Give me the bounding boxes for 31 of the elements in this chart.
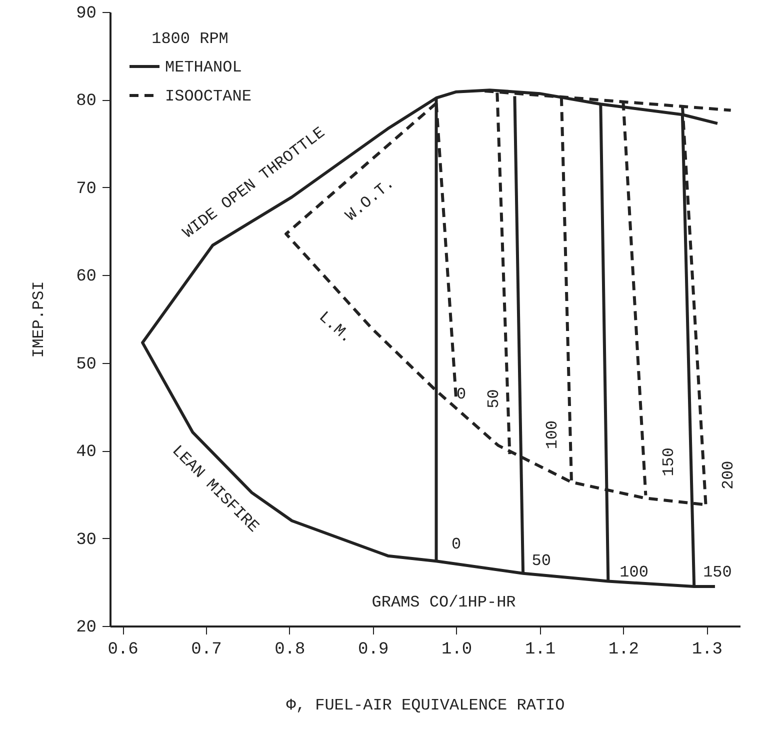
- y-tick-label: 90: [76, 4, 96, 24]
- x-tick-label: 1.2: [608, 640, 639, 660]
- legend-label: ISOOCTANE: [165, 88, 252, 106]
- x-tick-label: 0.6: [108, 640, 138, 660]
- annotation: 200: [719, 460, 738, 490]
- x-tick-label: 0.7: [191, 640, 222, 660]
- annotation: 150: [703, 564, 732, 582]
- annotation: 50: [485, 389, 504, 408]
- annotation: 150: [660, 448, 678, 476]
- x-tick-label: 1.0: [441, 640, 472, 660]
- annotation: 100: [543, 420, 562, 450]
- annotation: 0: [451, 536, 462, 554]
- x-tick-label: 0.9: [358, 640, 389, 660]
- y-tick-label: 70: [76, 180, 96, 199]
- annotation: 0: [456, 386, 466, 404]
- x-tick-label: 0.8: [274, 640, 306, 660]
- legend-title: 1800 RPM: [152, 30, 228, 48]
- x-tick-label: 1.1: [524, 640, 556, 660]
- annotation: 50: [532, 552, 552, 570]
- y-axis-title: IMEP.PSI: [30, 281, 48, 358]
- x-tick-label: 1.3: [692, 640, 722, 660]
- y-tick-label: 50: [76, 355, 96, 374]
- x-axis-title: Φ, FUEL-AIR EQUIVALENCE RATIO: [286, 696, 565, 714]
- annotation: 100: [620, 564, 648, 582]
- y-tick-label: 80: [76, 92, 96, 112]
- legend-label: METHANOL: [165, 58, 242, 76]
- y-tick-label: 40: [76, 443, 96, 462]
- y-tick-label: 30: [76, 530, 96, 550]
- annotation: GRAMS CO/1HP-HR: [372, 593, 516, 612]
- y-tick-label: 60: [76, 268, 96, 287]
- y-tick-label: 20: [76, 618, 96, 638]
